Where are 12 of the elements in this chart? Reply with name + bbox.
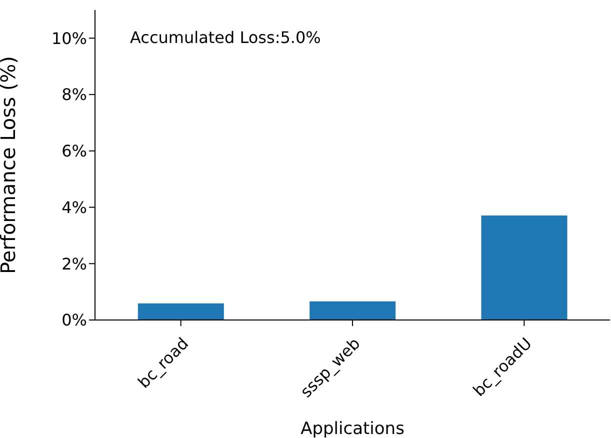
y-axis-title: Performance Loss (%) bbox=[0, 56, 20, 274]
y-tick-label: 0% bbox=[62, 310, 87, 330]
bar bbox=[481, 215, 568, 320]
bar bbox=[310, 301, 396, 320]
y-tick-label: 2% bbox=[62, 254, 87, 274]
y-tick-label: 4% bbox=[62, 198, 87, 217]
x-axis-title: Applications bbox=[300, 419, 405, 438]
y-tick-label: 8% bbox=[62, 85, 87, 104]
bar bbox=[138, 303, 224, 320]
y-tick-label: 6% bbox=[62, 142, 87, 161]
annotation: Accumulated Loss:5.0% bbox=[130, 28, 321, 47]
y-tick-label: 10% bbox=[51, 28, 87, 48]
